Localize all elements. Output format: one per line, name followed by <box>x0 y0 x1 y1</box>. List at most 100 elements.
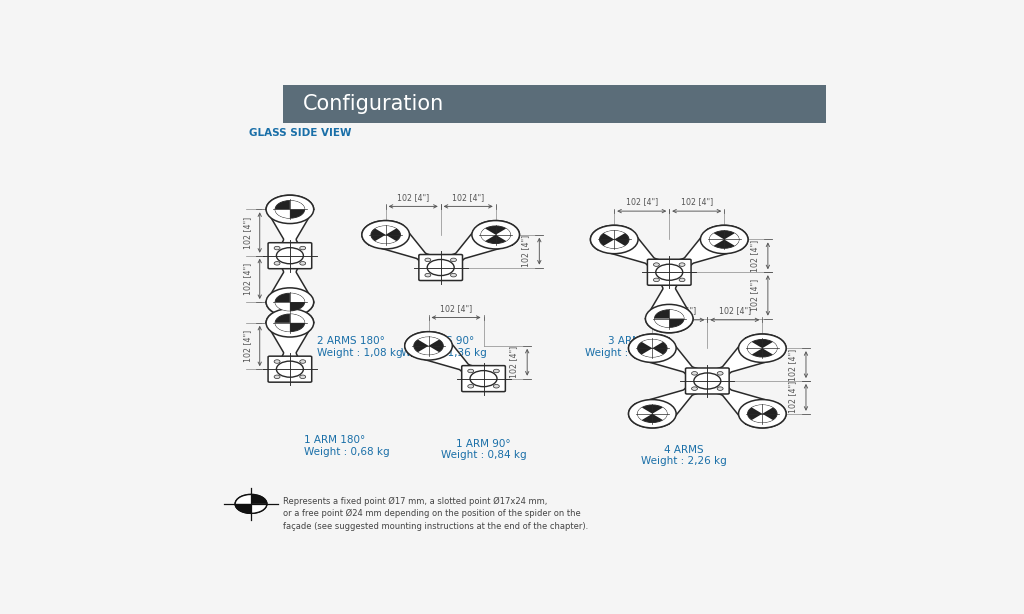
Circle shape <box>654 310 684 327</box>
Polygon shape <box>655 225 748 281</box>
Circle shape <box>472 220 519 249</box>
Circle shape <box>266 195 313 223</box>
FancyBboxPatch shape <box>685 368 729 394</box>
Wedge shape <box>275 323 290 332</box>
Circle shape <box>275 314 305 332</box>
Text: 2 ARMS 90°
Weight : 1,36 kg: 2 ARMS 90° Weight : 1,36 kg <box>401 336 486 358</box>
Circle shape <box>275 201 305 218</box>
Circle shape <box>655 264 683 280</box>
Wedge shape <box>724 233 739 246</box>
Circle shape <box>638 340 667 357</box>
Text: 102 [4"]: 102 [4"] <box>719 306 751 315</box>
Wedge shape <box>752 405 773 414</box>
Circle shape <box>425 258 431 262</box>
Circle shape <box>481 226 510 244</box>
Text: 102 [4"]: 102 [4"] <box>397 193 429 201</box>
Circle shape <box>653 278 659 282</box>
Text: Configuration: Configuration <box>303 94 443 114</box>
Text: 3 ARMS
Weight : 1,84 kg: 3 ARMS Weight : 1,84 kg <box>585 336 671 358</box>
FancyBboxPatch shape <box>647 259 691 286</box>
Circle shape <box>274 246 280 250</box>
Polygon shape <box>645 264 693 333</box>
Circle shape <box>468 384 474 388</box>
Circle shape <box>451 273 457 277</box>
Circle shape <box>276 247 303 264</box>
Wedge shape <box>251 504 267 513</box>
Wedge shape <box>290 314 305 323</box>
Text: 102 [4"]: 102 [4"] <box>664 306 696 315</box>
Polygon shape <box>629 334 722 389</box>
Bar <box>283 85 826 123</box>
Circle shape <box>274 262 280 265</box>
Circle shape <box>629 400 676 428</box>
Polygon shape <box>693 334 786 389</box>
Text: 4 ARMS
Weight : 2,26 kg: 4 ARMS Weight : 2,26 kg <box>641 445 726 467</box>
Circle shape <box>300 375 306 379</box>
FancyBboxPatch shape <box>268 356 311 382</box>
Circle shape <box>599 231 629 248</box>
Text: 102 [4"]: 102 [4"] <box>788 349 797 381</box>
Text: 102 [4"]: 102 [4"] <box>681 197 713 206</box>
Circle shape <box>371 226 400 244</box>
Text: 102 [4"]: 102 [4"] <box>440 304 472 313</box>
Circle shape <box>638 405 667 422</box>
Circle shape <box>494 384 500 388</box>
Circle shape <box>645 305 693 333</box>
Polygon shape <box>426 220 519 276</box>
Circle shape <box>361 220 410 249</box>
Text: 1 ARM 180°
Weight : 0,68 kg: 1 ARM 180° Weight : 0,68 kg <box>304 435 390 457</box>
Circle shape <box>236 494 267 513</box>
Wedge shape <box>275 302 290 311</box>
Circle shape <box>300 246 306 250</box>
Text: 2 ARMS 180°
Weight : 1,08 kg: 2 ARMS 180° Weight : 1,08 kg <box>316 336 402 358</box>
Text: 102 [4"]: 102 [4"] <box>788 381 797 413</box>
Wedge shape <box>290 293 305 302</box>
Circle shape <box>694 373 721 389</box>
Wedge shape <box>481 228 496 241</box>
Wedge shape <box>375 235 396 244</box>
Text: 102 [4"]: 102 [4"] <box>509 346 518 378</box>
Circle shape <box>710 231 739 248</box>
FancyBboxPatch shape <box>462 365 506 392</box>
Circle shape <box>266 309 313 337</box>
Circle shape <box>679 263 685 266</box>
Circle shape <box>738 400 786 428</box>
Wedge shape <box>418 346 439 355</box>
Circle shape <box>451 258 457 262</box>
Circle shape <box>274 375 280 379</box>
Circle shape <box>738 334 786 362</box>
Circle shape <box>300 262 306 265</box>
Wedge shape <box>654 319 670 327</box>
Wedge shape <box>710 233 724 246</box>
Circle shape <box>275 293 305 311</box>
Wedge shape <box>375 226 396 235</box>
Circle shape <box>266 288 313 316</box>
Wedge shape <box>604 239 625 248</box>
Polygon shape <box>266 247 313 316</box>
Polygon shape <box>361 220 455 276</box>
Circle shape <box>470 371 497 387</box>
Wedge shape <box>652 408 667 420</box>
Circle shape <box>404 332 453 360</box>
Text: 102 [4"]: 102 [4"] <box>244 330 252 362</box>
Wedge shape <box>670 310 684 319</box>
Polygon shape <box>629 373 722 428</box>
Text: 102 [4"]: 102 [4"] <box>244 217 252 249</box>
Circle shape <box>468 369 474 373</box>
Circle shape <box>748 340 777 357</box>
Wedge shape <box>642 340 663 348</box>
Circle shape <box>427 260 455 276</box>
Wedge shape <box>290 201 305 209</box>
Polygon shape <box>266 309 313 378</box>
Text: 102 [4"]: 102 [4"] <box>521 235 530 267</box>
Circle shape <box>629 334 676 362</box>
Text: 102 [4"]: 102 [4"] <box>626 197 657 206</box>
FancyBboxPatch shape <box>268 243 311 269</box>
Circle shape <box>494 369 500 373</box>
Circle shape <box>717 387 723 391</box>
Polygon shape <box>693 373 786 428</box>
Polygon shape <box>591 225 683 281</box>
Circle shape <box>591 225 638 254</box>
Circle shape <box>679 278 685 282</box>
Wedge shape <box>752 414 773 422</box>
